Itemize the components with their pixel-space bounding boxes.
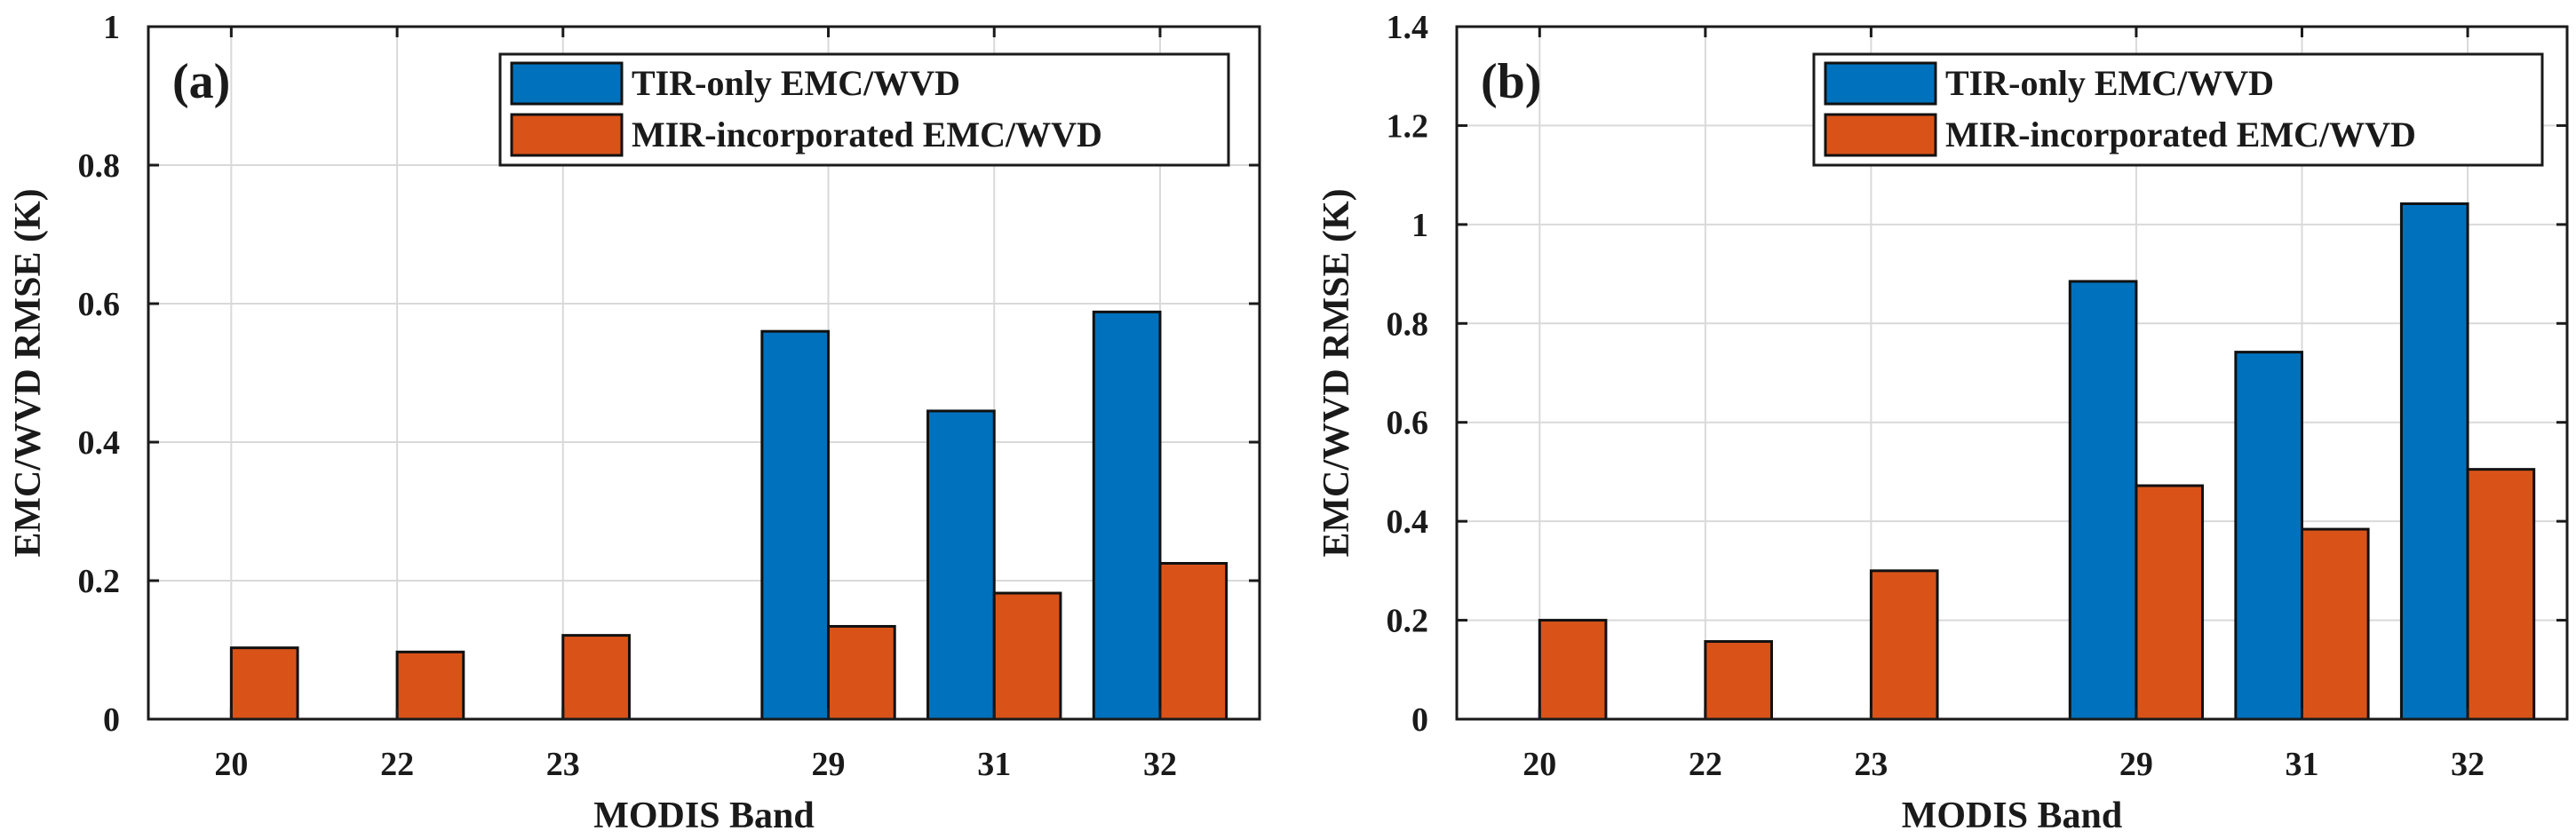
legend-entry: MIR-incorporated EMC/WVD xyxy=(632,115,1102,154)
x-axis-label: MODIS Band xyxy=(1902,795,2123,836)
x-tick-label: 32 xyxy=(1143,746,1177,783)
chart-panel-a: 0 0.2 0.4 0.6 0.8 1 20 22 23 29 31 32 MODIS Band EMC/… xyxy=(8,9,1261,836)
x-tick-label: 32 xyxy=(2451,746,2485,783)
bar-mir-29 xyxy=(827,624,896,721)
y-tick-label: 1.4 xyxy=(1387,9,1429,46)
bar-mir-31 xyxy=(2300,527,2370,721)
x-tick-label: 29 xyxy=(812,746,846,783)
y-tick-label: 0.4 xyxy=(1387,503,1429,541)
y-tick-label: 0.8 xyxy=(1387,305,1429,343)
x-tick-label: 23 xyxy=(1854,746,1888,783)
legend-entry: MIR-incorporated EMC/WVD xyxy=(1945,115,2416,154)
legend-entry: TIR-only EMC/WVD xyxy=(1945,63,2274,103)
y-tick-label: 0.2 xyxy=(78,563,121,600)
bar-tir-29 xyxy=(2068,280,2138,721)
y-tick-label: 0.6 xyxy=(78,286,121,323)
y-tick-label: 1 xyxy=(103,9,120,46)
bar-mir-20 xyxy=(1538,619,1608,721)
x-tick-label: 31 xyxy=(2285,746,2318,783)
y-tick-label: 0.4 xyxy=(78,424,121,462)
chart-panel-b: 0 0.2 0.4 0.6 0.8 1 1.2 1.4 20 22 23 29 31 32 MODIS Ba… xyxy=(1316,9,2569,836)
y-tick-label: 0 xyxy=(1411,701,1428,739)
bar-mir-29 xyxy=(2135,484,2205,721)
y-tick-label: 1 xyxy=(1411,207,1428,244)
bar-mir-22 xyxy=(395,650,465,721)
x-tick-label: 20 xyxy=(214,746,248,783)
y-tick-label: 0.8 xyxy=(78,147,121,185)
panel-label: (a) xyxy=(172,54,230,109)
bar-tir-32 xyxy=(1092,310,1162,721)
x-tick-label: 31 xyxy=(977,746,1011,783)
bar-mir-22 xyxy=(1704,640,1773,721)
y-tick-label: 0.6 xyxy=(1387,405,1429,442)
bar-mir-31 xyxy=(992,591,1062,721)
x-tick-label: 22 xyxy=(380,746,414,783)
bar-tir-31 xyxy=(2234,351,2303,721)
legend-swatch-tir xyxy=(510,61,624,106)
y-axis-label: EMC/WVD RMSE (K) xyxy=(1316,188,1357,557)
x-tick-label: 22 xyxy=(1689,746,1722,783)
y-tick-label: 0.2 xyxy=(1387,603,1429,640)
panel-label: (b) xyxy=(1481,54,1541,109)
legend-swatch-mir xyxy=(510,113,624,157)
bar-mir-23 xyxy=(561,634,631,721)
axes-frame xyxy=(1455,25,2569,721)
bar-tir-32 xyxy=(2399,202,2469,721)
y-axis-label: EMC/WVD RMSE (K) xyxy=(8,188,49,557)
x-tick-label: 23 xyxy=(546,746,580,783)
y-tick-label: 0 xyxy=(103,701,120,739)
legend-swatch-mir xyxy=(1824,113,1937,157)
x-tick-label: 29 xyxy=(2119,746,2153,783)
bar-tir-31 xyxy=(926,409,996,721)
bar-mir-23 xyxy=(1869,569,1939,721)
bar-tir-29 xyxy=(760,329,831,721)
legend-entry: TIR-only EMC/WVD xyxy=(632,63,960,103)
x-axis-label: MODIS Band xyxy=(593,795,815,836)
bar-mir-20 xyxy=(229,646,299,721)
bar-mir-32 xyxy=(2466,468,2536,721)
y-tick-label: 1.2 xyxy=(1387,107,1429,145)
axes-frame xyxy=(147,25,1261,721)
x-tick-label: 20 xyxy=(1523,746,1556,783)
legend-swatch-tir xyxy=(1824,61,1937,106)
bar-mir-32 xyxy=(1158,562,1228,721)
